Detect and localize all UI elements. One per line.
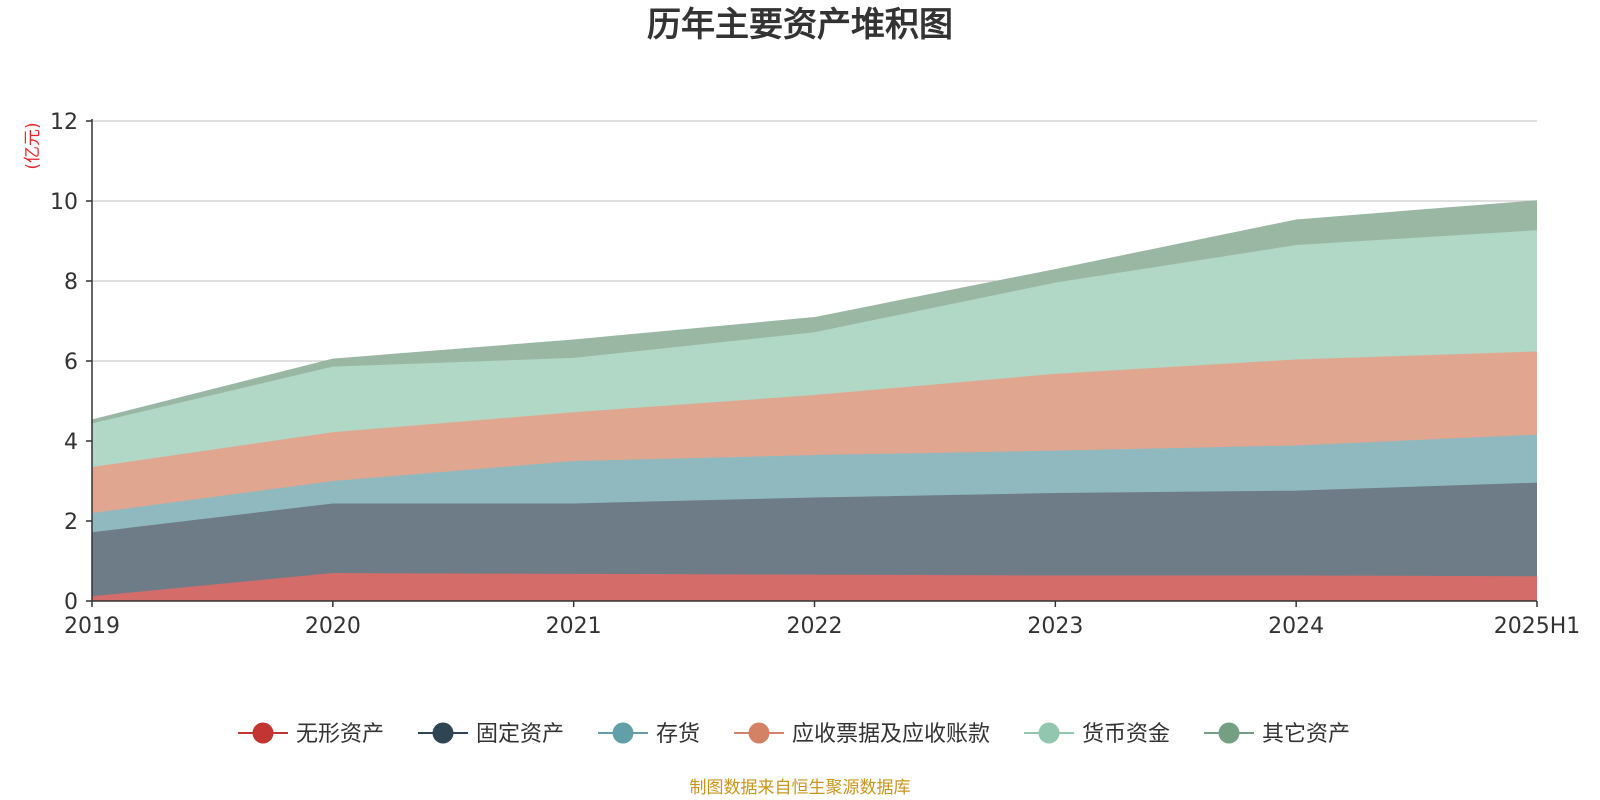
legend-circle-marker [612,722,634,744]
y-tick-label: 6 [64,350,78,375]
area-series-3 [92,435,1537,533]
x-tick-label: 2022 [787,614,843,639]
x-tick-label: 2024 [1268,614,1324,639]
series-line-5 [91,230,1538,425]
series-line-2 [91,482,1538,534]
y-axis-unit-label: (亿元) [23,122,43,169]
legend-circle-marker [748,722,770,744]
legend: 无形资产 固定资产 存货 应收票据及应收账款 货币资金 其它资产 [238,722,1350,747]
legend-label: 固定资产 [476,722,564,747]
y-tick-label: 12 [50,110,78,135]
legend-circle-marker [1218,722,1240,744]
legend-label: 应收票据及应收账款 [792,722,990,747]
x-tick-label: 2023 [1027,614,1083,639]
chart-title: 历年主要资产堆积图 [647,5,953,45]
area-series-4 [92,352,1537,514]
area-series-5 [92,231,1537,468]
y-tick-label: 8 [64,270,78,295]
series-line-6 [91,200,1538,421]
legend-label: 存货 [656,722,700,747]
data-source-note: 制图数据来自恒生聚源数据库 [690,778,911,798]
area-series-group [92,201,1537,601]
legend-label: 货币资金 [1082,722,1170,747]
area-series-1 [92,573,1537,601]
legend-circle-marker [432,722,454,744]
x-tick-label: 2021 [546,614,602,639]
series-line-1 [91,573,1538,598]
x-tick-label: 2025H1 [1494,614,1581,639]
y-tick-label: 0 [64,590,78,615]
y-tick-label: 2 [64,510,78,535]
x-tick-label: 2020 [305,614,361,639]
legend-label: 无形资产 [296,722,384,747]
area-series-6 [92,201,1537,425]
axes: 0 2 4 6 8 10 12 2019 2020 2021 2022 2023 2024 2025H1 [50,110,1580,639]
y-tick-label: 4 [64,430,78,455]
y-tick-label: 10 [50,190,78,215]
legend-circle-marker [252,722,274,744]
x-tick-label: 2019 [64,614,120,639]
legend-circle-marker [1038,722,1060,744]
series-lines-group [91,200,1538,598]
area-series-2 [92,483,1537,597]
series-line-4 [91,351,1538,469]
series-line-3 [91,434,1538,515]
legend-label: 其它资产 [1262,722,1350,747]
